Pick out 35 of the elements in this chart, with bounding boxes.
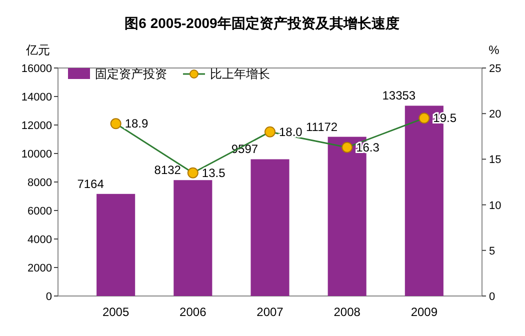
x-tick-label: 2009 — [410, 305, 438, 319]
y-tick-label: 12000 — [21, 120, 52, 132]
bar — [250, 159, 290, 296]
bar — [96, 194, 136, 296]
y-tick-label: 6000 — [28, 206, 52, 218]
y-tick-label: 14000 — [21, 92, 52, 104]
data-label: 11172 — [306, 120, 338, 134]
data-label: 13.5 — [202, 166, 226, 180]
y-tick-label: 16000 — [21, 63, 52, 75]
legend-label: 比上年增长 — [210, 67, 270, 81]
x-tick-label: 2005 — [102, 305, 130, 319]
y-tick-label: 2000 — [28, 262, 52, 274]
data-label: 18.9 — [124, 116, 148, 131]
y2-tick-label: 25 — [489, 63, 502, 75]
y-tick-label: 0 — [46, 291, 52, 303]
bar — [174, 180, 212, 296]
x-tick-label: 2006 — [180, 305, 207, 319]
y2-axis-title: % — [488, 43, 500, 57]
legend-label: 固定资产投资 — [95, 67, 167, 81]
chart-title: 图6 2005-2009年固定资产投资及其增长速度 — [124, 15, 400, 31]
data-label: 7164 — [77, 176, 104, 191]
y2-tick-label: 0 — [489, 291, 496, 303]
y2-tick-label: 20 — [489, 108, 502, 121]
data-label: 18.0 — [279, 124, 303, 139]
y2-tick-label: 15 — [489, 154, 502, 166]
data-label: 13353 — [382, 88, 416, 103]
y-axis-title: 亿元 — [25, 43, 50, 57]
y-tick-label: 10000 — [21, 148, 52, 160]
x-tick-label: 2007 — [256, 305, 284, 319]
y-tick-label: 8000 — [28, 177, 52, 189]
x-tick-label: 2008 — [334, 305, 361, 319]
data-label: 8132 — [154, 163, 182, 178]
y-tick-label: 4000 — [28, 234, 52, 246]
y2-tick-label: 5 — [489, 245, 496, 258]
y2-tick-label: 10 — [489, 200, 502, 212]
